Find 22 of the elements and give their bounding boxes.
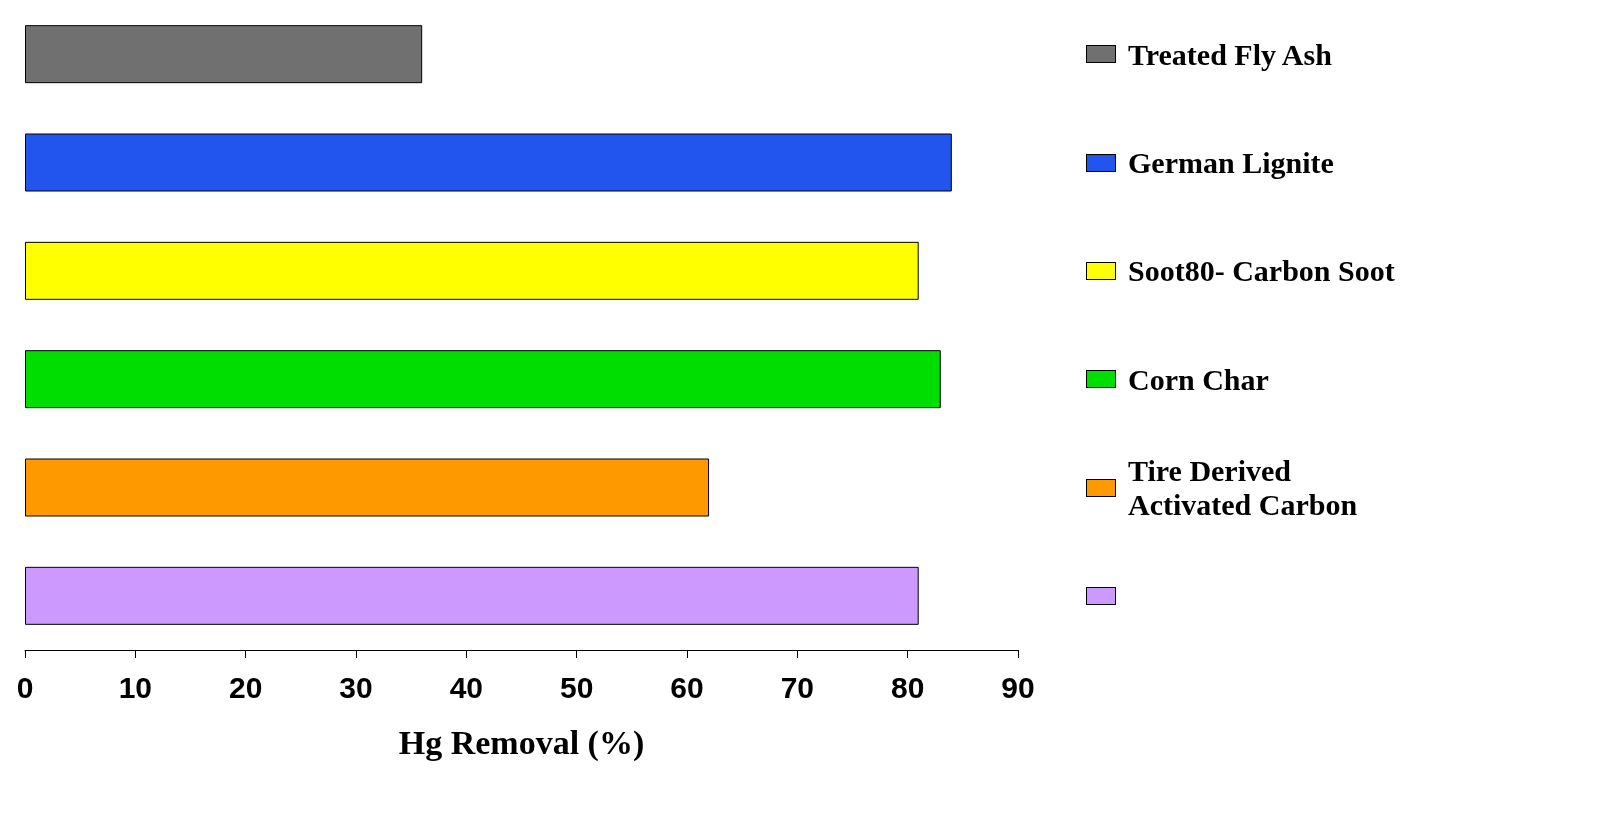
bar [25, 25, 423, 84]
x-tick-label: 40 [449, 670, 484, 704]
x-tick-label: 80 [890, 670, 925, 704]
x-tick-label: 90 [1001, 670, 1035, 704]
x-axis-title: Hg Removal (%) [398, 723, 645, 762]
x-tick-label: 20 [228, 670, 263, 704]
y-tick-label: German Lignite [1128, 146, 1334, 179]
x-tick-label: 30 [339, 670, 373, 704]
bar [25, 566, 919, 625]
y-tick-label: Soot80- Carbon Soot [1128, 254, 1395, 288]
bar [25, 241, 919, 300]
y-tick-label: Tire Derived Activated Carbon [1128, 454, 1358, 521]
y-tick-label: Corn Char [1128, 362, 1269, 396]
x-tick-label: 60 [670, 670, 704, 704]
x-tick-label: 0 [16, 670, 34, 704]
bar [25, 458, 710, 517]
bar [25, 350, 941, 409]
y-tick-label: Treated Fly Ash [1128, 37, 1333, 71]
x-tick-label: 70 [780, 670, 815, 704]
x-tick-label: 10 [118, 670, 153, 704]
x-tick-label: 50 [559, 670, 594, 704]
bar [25, 133, 952, 192]
